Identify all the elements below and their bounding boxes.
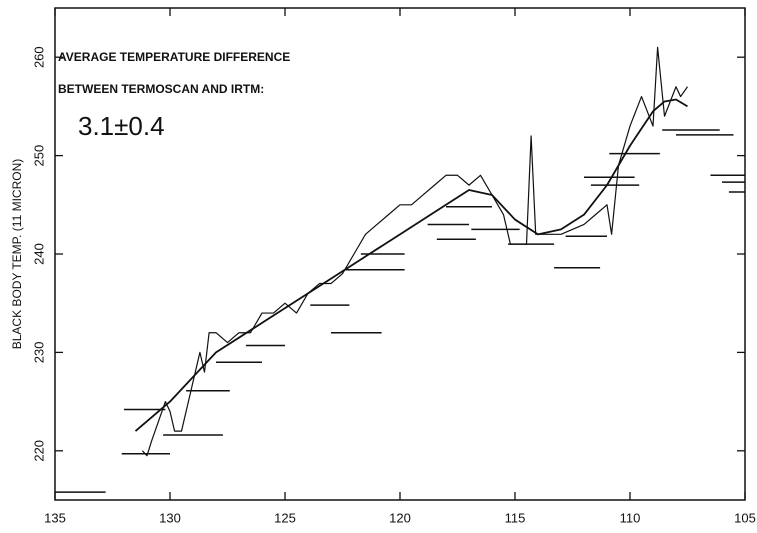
y-tick-label: 230 xyxy=(31,342,46,364)
x-tick-label: 115 xyxy=(505,510,526,525)
annotation: 3.1±0.4 xyxy=(78,111,165,141)
fit-line xyxy=(134,98,688,432)
x-tick-label: 120 xyxy=(389,510,411,525)
annotation: AVERAGE TEMPERATURE DIFFERENCE xyxy=(58,50,290,64)
y-tick-label: 250 xyxy=(31,145,46,167)
x-tick-label: 130 xyxy=(159,510,181,525)
x-tick-label: 105 xyxy=(734,510,756,525)
y-tick-label: 240 xyxy=(31,243,46,265)
y-tick-label: 220 xyxy=(31,440,46,462)
y-tick-label: 260 xyxy=(31,46,46,68)
y-axis-label: BLACK BODY TEMP. (11 MICRON) xyxy=(10,159,24,350)
data-line xyxy=(141,46,688,457)
annotation: BETWEEN TERMOSCAN AND IRTM: xyxy=(58,82,264,96)
x-tick-label: 125 xyxy=(274,510,296,525)
x-tick-label: 110 xyxy=(620,510,641,525)
x-tick-label: 135 xyxy=(44,510,66,525)
